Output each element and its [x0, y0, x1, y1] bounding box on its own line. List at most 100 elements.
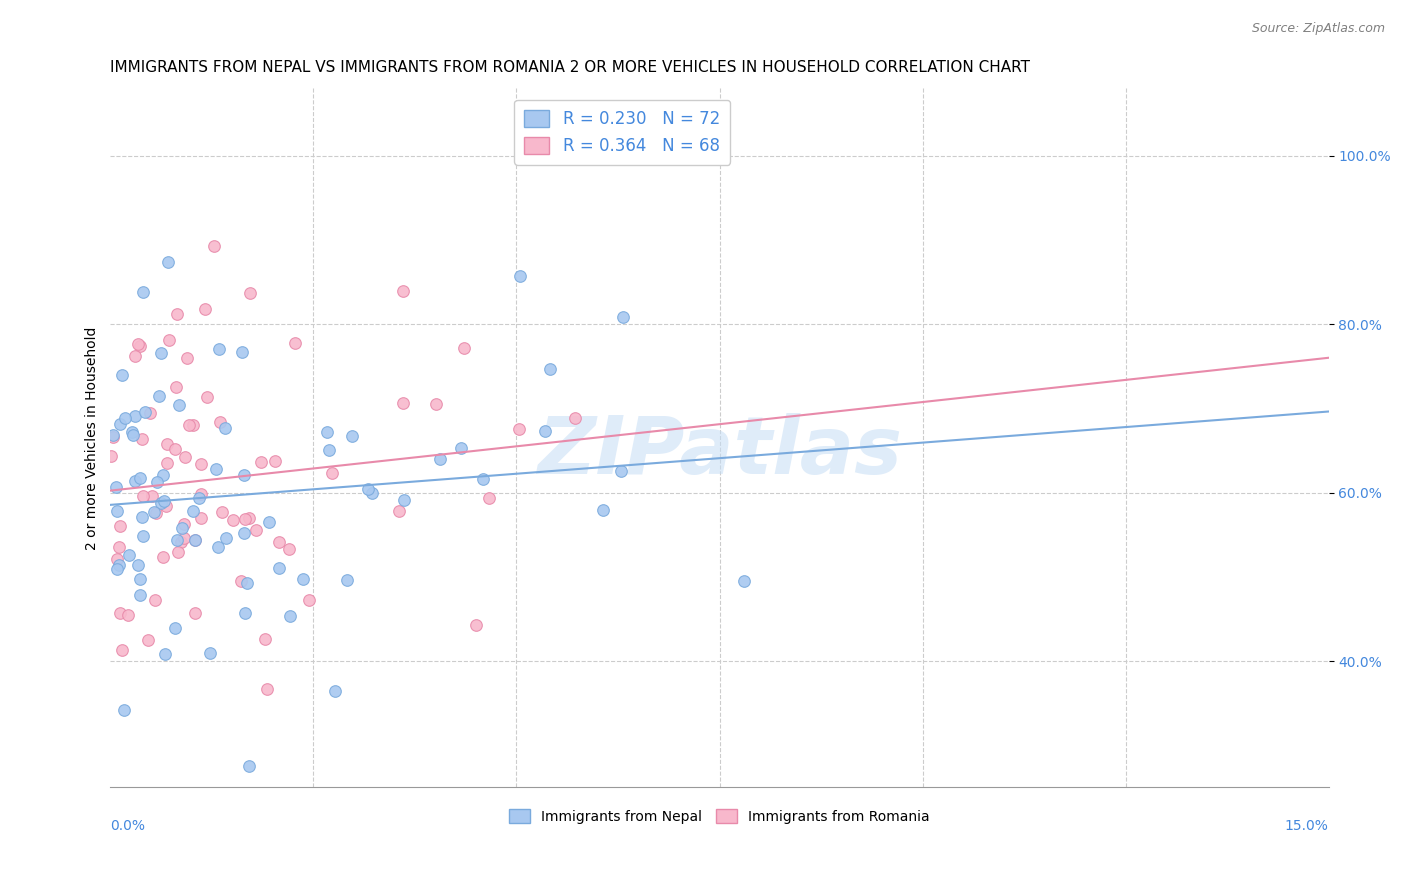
Point [108, 558, 131, 573]
Point [425, 397, 447, 411]
Point [108, 519, 131, 533]
Point [165, 442, 187, 457]
Text: 0.0%: 0.0% [111, 819, 145, 833]
Point [236, 575, 259, 590]
Text: IMMIGRANTS FROM NEPAL VS IMMIGRANTS FROM ROMANIA 2 OR MORE VEHICLES IN HOUSEHOLD: IMMIGRANTS FROM NEPAL VS IMMIGRANTS FROM… [111, 60, 1031, 75]
Point [149, 496, 172, 510]
Point [127, 558, 149, 573]
Point [315, 425, 337, 439]
Point [610, 464, 633, 478]
Point [110, 417, 132, 432]
Point [111, 368, 134, 382]
Point [211, 505, 233, 519]
Point [172, 521, 194, 535]
Point [190, 511, 212, 525]
Point [336, 574, 359, 588]
Point [394, 493, 416, 508]
Point [264, 454, 287, 468]
Point [179, 417, 201, 432]
Point [284, 336, 307, 351]
Point [173, 516, 195, 531]
Point [166, 307, 188, 321]
Point [131, 432, 153, 446]
Point [103, 430, 125, 444]
Point [391, 395, 413, 409]
Point [105, 504, 128, 518]
Point [184, 533, 207, 548]
Point [323, 684, 346, 698]
Point [131, 509, 153, 524]
Point [121, 428, 143, 442]
Point [152, 549, 174, 564]
Point [269, 535, 291, 549]
Point [205, 461, 228, 475]
Point [256, 682, 278, 697]
Point [117, 607, 139, 622]
Point [540, 362, 562, 376]
Point [340, 429, 363, 443]
Point [148, 389, 170, 403]
Point [472, 472, 495, 486]
Point [190, 487, 212, 501]
Point [176, 351, 198, 365]
Point [232, 468, 254, 483]
Point [429, 452, 451, 467]
Point [108, 606, 131, 620]
Point [141, 489, 163, 503]
Point [105, 552, 128, 566]
Point [200, 647, 222, 661]
Point [124, 409, 146, 424]
Point [231, 345, 253, 359]
Point [450, 441, 472, 455]
Point [132, 529, 155, 543]
Point [124, 475, 146, 489]
Point [128, 339, 150, 353]
Point [145, 592, 167, 607]
Point [157, 333, 180, 347]
Point [267, 561, 290, 575]
Point [612, 310, 634, 324]
Point [156, 457, 179, 471]
Point [357, 483, 380, 497]
Point [564, 411, 586, 425]
Point [453, 341, 475, 355]
Point [534, 424, 557, 438]
Point [195, 390, 218, 404]
Point [103, 428, 125, 442]
Point [208, 342, 231, 356]
Point [129, 573, 152, 587]
Point [134, 405, 156, 419]
Point [128, 471, 150, 485]
Text: 15.0%: 15.0% [1285, 819, 1329, 833]
Point [127, 336, 149, 351]
Point [163, 621, 186, 635]
Point [118, 548, 141, 562]
Point [280, 609, 302, 624]
Point [139, 406, 162, 420]
Point [202, 238, 225, 252]
Point [184, 606, 207, 620]
Point [464, 618, 486, 632]
Y-axis label: 2 or more Vehicles in Household: 2 or more Vehicles in Household [86, 326, 100, 549]
Point [277, 542, 299, 557]
Point [222, 513, 245, 527]
Point [207, 540, 229, 554]
Point [173, 531, 195, 545]
Point [143, 505, 166, 519]
Point [291, 572, 314, 586]
Point [388, 504, 411, 518]
Point [155, 499, 177, 513]
Point [318, 442, 340, 457]
Point [107, 540, 129, 554]
Point [233, 606, 256, 620]
Point [153, 647, 176, 661]
Point [114, 411, 136, 425]
Point [232, 525, 254, 540]
Point [298, 592, 321, 607]
Point [170, 534, 193, 549]
Point [184, 533, 207, 547]
Point [165, 380, 187, 394]
Point [174, 450, 197, 465]
Point [250, 455, 273, 469]
Point [190, 457, 212, 471]
